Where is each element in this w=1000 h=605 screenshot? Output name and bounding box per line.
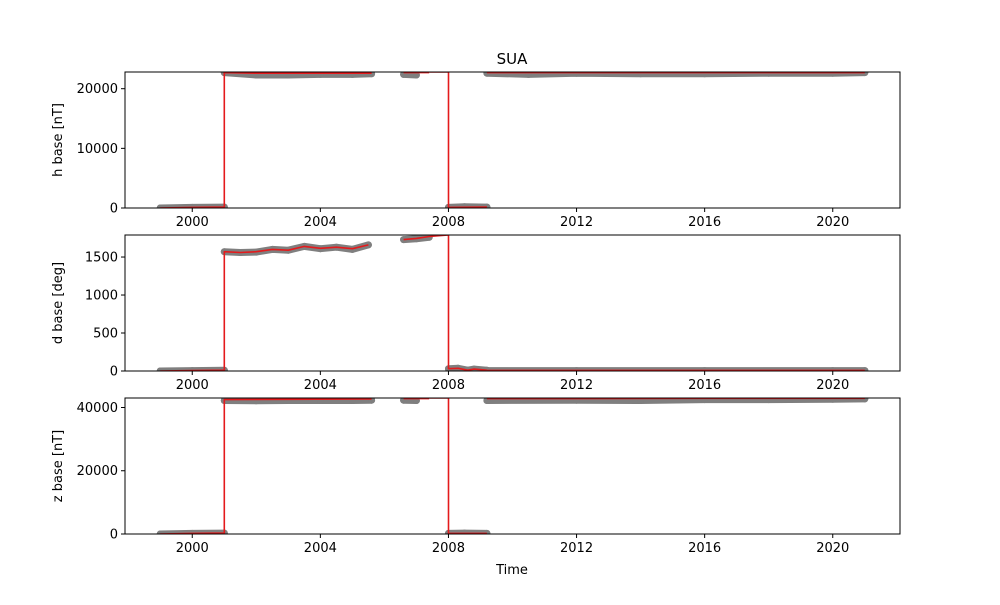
- y-tick-label: 40000: [77, 401, 118, 416]
- x-tick-label: 2020: [816, 215, 849, 230]
- y-tick-label: 0: [110, 202, 118, 217]
- y-tick-label: 1500: [85, 251, 118, 266]
- y-tick-label: 20000: [77, 464, 118, 479]
- y-tick-label: 1000: [85, 289, 118, 304]
- y-tick-label: 0: [110, 528, 118, 543]
- y-tick-label: 20000: [77, 82, 118, 97]
- x-tick-label: 2016: [688, 378, 721, 393]
- y-tick-label: 0: [110, 365, 118, 380]
- x-tick-label: 2000: [176, 378, 209, 393]
- x-tick-label: 2012: [560, 215, 593, 230]
- chart-title: SUA: [497, 50, 529, 68]
- x-tick-label: 2008: [432, 378, 465, 393]
- x-tick-label: 2004: [304, 378, 337, 393]
- x-tick-label: 2008: [432, 215, 465, 230]
- x-tick-label: 2012: [560, 541, 593, 556]
- x-tick-label: 2020: [816, 541, 849, 556]
- x-tick-label: 2004: [304, 541, 337, 556]
- x-axis-label: Time: [495, 563, 528, 578]
- y-axis-label: h base [nT]: [51, 103, 66, 177]
- x-tick-label: 2016: [688, 541, 721, 556]
- y-tick-label: 500: [93, 327, 118, 342]
- x-tick-label: 2008: [432, 541, 465, 556]
- y-axis-label: d base [deg]: [51, 262, 66, 344]
- x-tick-label: 2000: [176, 215, 209, 230]
- x-tick-label: 2000: [176, 541, 209, 556]
- y-tick-label: 10000: [77, 142, 118, 157]
- x-tick-label: 2004: [304, 215, 337, 230]
- x-tick-label: 2020: [816, 378, 849, 393]
- x-tick-label: 2012: [560, 378, 593, 393]
- y-axis-label: z base [nT]: [51, 430, 66, 502]
- x-tick-label: 2016: [688, 215, 721, 230]
